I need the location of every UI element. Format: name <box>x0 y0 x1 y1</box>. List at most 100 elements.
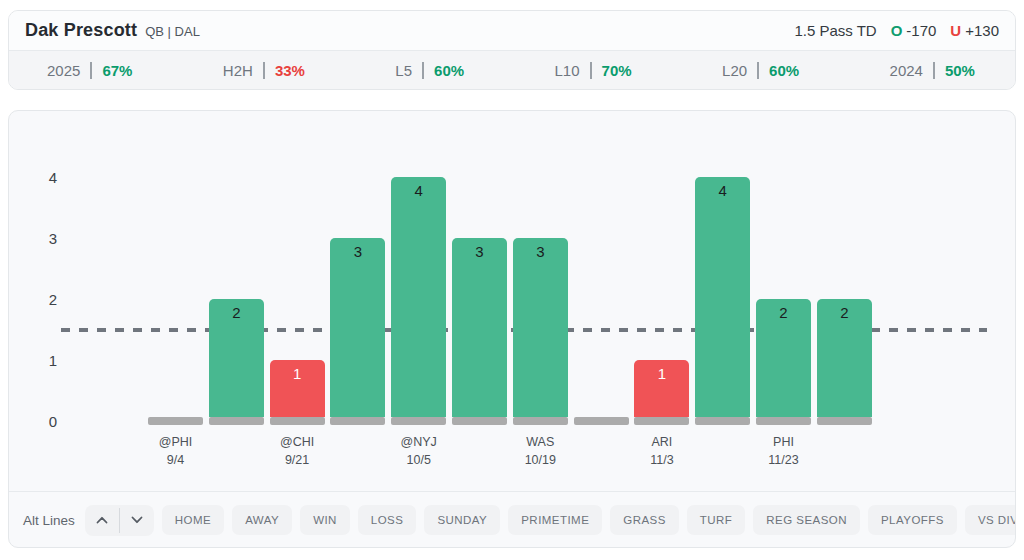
split-2025: 202567% <box>47 62 132 79</box>
opponent-label: @CHI <box>252 433 342 451</box>
alt-line-up-button[interactable] <box>85 505 119 536</box>
game-date-label: 11/3 <box>617 451 707 469</box>
hit-rate-splits-row: 202567% H2H 33% L560% L10 70% L20 60% 2024 50% <box>9 51 1015 89</box>
filter-button-reg-season[interactable]: REG SEASON <box>753 505 860 535</box>
split-2024: 2024 50% <box>890 62 975 79</box>
player-header: Dak Prescott QB | DAL 1.5 Pass TD O -170… <box>9 11 1015 51</box>
alt-line-down-button[interactable] <box>120 505 154 536</box>
alt-lines-label: Alt Lines <box>23 513 75 528</box>
split-separator <box>422 62 424 79</box>
opponent-label: @PHI <box>131 433 221 451</box>
filter-button-playoffs[interactable]: PLAYOFFS <box>868 505 957 535</box>
x-axis-game-label: @CHI9/21 <box>252 433 342 469</box>
bar-baseline-marker <box>270 417 325 425</box>
bar-baseline-marker <box>634 417 689 425</box>
bar-baseline-marker <box>209 417 264 425</box>
filter-button-away[interactable]: AWAY <box>232 505 292 535</box>
split-label: L20 <box>722 62 747 79</box>
split-l5: L560% <box>395 62 464 79</box>
game-log-chart-card: 01234@PHI9/421@CHI9/2134@NYJ10/533WAS10/… <box>8 110 1016 548</box>
split-label: H2H <box>223 62 253 79</box>
split-separator <box>590 62 592 79</box>
over-odds-value: -170 <box>906 22 936 39</box>
game-date-label: 10/5 <box>374 451 464 469</box>
filter-button-home[interactable]: HOME <box>162 505 224 535</box>
split-label: L10 <box>555 62 580 79</box>
split-value: 70% <box>602 62 632 79</box>
split-separator <box>933 62 935 79</box>
under-odds-value: +130 <box>965 22 999 39</box>
bar-baseline-marker <box>391 417 446 425</box>
prop-line-label: 1.5 Pass TD <box>794 22 876 39</box>
bar-baseline-marker <box>148 417 203 425</box>
alt-lines-stepper <box>85 505 154 536</box>
player-position-team: QB | DAL <box>145 24 200 39</box>
split-label: 2024 <box>890 62 923 79</box>
over-icon: O <box>891 22 903 39</box>
split-value: 67% <box>102 62 132 79</box>
x-axis-game-label: WAS10/19 <box>495 433 585 469</box>
filter-button-vs-div[interactable]: VS DIV <box>965 505 1016 535</box>
split-separator <box>90 62 92 79</box>
y-axis-tick-4: 4 <box>9 169 57 186</box>
x-axis-game-label: @PHI9/4 <box>131 433 221 469</box>
bar-over: 2 <box>817 299 872 417</box>
bar-value-label: 3 <box>330 243 385 260</box>
filter-button-turf[interactable]: TURF <box>687 505 746 535</box>
bar-value-label: 2 <box>209 304 264 321</box>
bar-baseline-marker <box>513 417 568 425</box>
bar-value-label: 4 <box>695 182 750 199</box>
bar-over: 3 <box>513 238 568 417</box>
split-value: 60% <box>769 62 799 79</box>
bar-over: 4 <box>391 177 446 417</box>
game-bar[interactable]: 2 <box>817 111 872 492</box>
under-odds: U +130 <box>950 22 999 39</box>
y-axis-tick-3: 3 <box>9 230 57 247</box>
bar-value-label: 3 <box>452 243 507 260</box>
bar-chart-plot: 01234@PHI9/421@CHI9/2134@NYJ10/533WAS10/… <box>9 111 1015 492</box>
split-l20: L20 60% <box>722 62 799 79</box>
split-value: 33% <box>275 62 305 79</box>
bar-under: 1 <box>270 360 325 417</box>
game-date-label: 9/21 <box>252 451 342 469</box>
split-value: 50% <box>945 62 975 79</box>
bar-value-label: 1 <box>634 365 689 382</box>
opponent-label: ARI <box>617 433 707 451</box>
bar-over: 3 <box>452 238 507 417</box>
bar-baseline-marker <box>574 417 629 425</box>
filter-button-loss[interactable]: LOSS <box>358 505 417 535</box>
bar-baseline-marker <box>695 417 750 425</box>
split-value: 60% <box>434 62 464 79</box>
bar-value-label: 2 <box>756 304 811 321</box>
under-icon: U <box>950 22 961 39</box>
filter-button-sunday[interactable]: SUNDAY <box>424 505 500 535</box>
bar-over: 4 <box>695 177 750 417</box>
y-axis-tick-2: 2 <box>9 291 57 308</box>
opponent-label: WAS <box>495 433 585 451</box>
split-l10: L10 70% <box>555 62 632 79</box>
filter-toolbar: Alt Lines HOME AWAY WIN LOSSSUNDAY PRIMETIME… <box>9 492 1015 548</box>
bar-value-label: 4 <box>391 182 446 199</box>
bar-baseline-marker <box>330 417 385 425</box>
x-axis-game-label: ARI11/3 <box>617 433 707 469</box>
over-odds: O -170 <box>891 22 937 39</box>
opponent-label: @NYJ <box>374 433 464 451</box>
split-h2h: H2H 33% <box>223 62 305 79</box>
filter-button-primetime[interactable]: PRIMETIME <box>508 505 602 535</box>
y-axis-tick-0: 0 <box>9 413 57 430</box>
filter-button-grass[interactable]: GRASS <box>610 505 679 535</box>
x-axis-game-label: @NYJ10/5 <box>374 433 464 469</box>
player-name: Dak Prescott <box>25 20 137 41</box>
opponent-label: PHI <box>739 433 829 451</box>
game-date-label: 10/19 <box>495 451 585 469</box>
game-date-label: 11/23 <box>739 451 829 469</box>
bar-baseline-marker <box>756 417 811 425</box>
bar-over: 2 <box>756 299 811 417</box>
bar-over: 2 <box>209 299 264 417</box>
player-prop-card: Dak Prescott QB | DAL 1.5 Pass TD O -170… <box>8 10 1016 90</box>
chevron-down-icon <box>131 516 143 524</box>
chevron-up-icon <box>96 516 108 524</box>
bar-baseline-marker <box>452 417 507 425</box>
filter-button-win[interactable]: WIN <box>300 505 350 535</box>
split-separator <box>757 62 759 79</box>
